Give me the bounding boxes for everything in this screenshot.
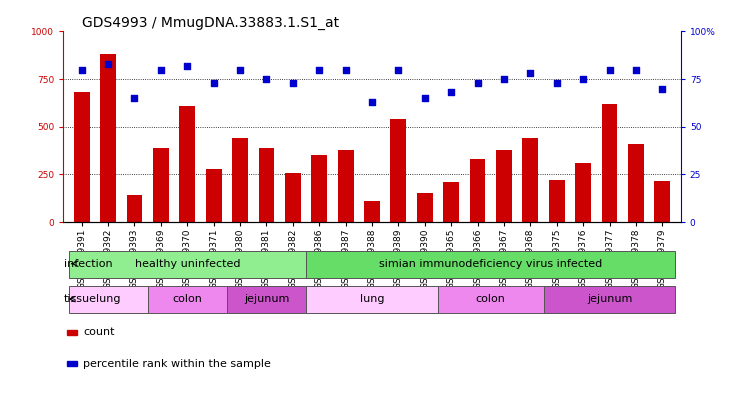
FancyBboxPatch shape: [306, 251, 676, 277]
Bar: [126, 195, 142, 222]
FancyBboxPatch shape: [306, 286, 438, 313]
Text: simian immunodeficiency virus infected: simian immunodeficiency virus infected: [379, 259, 603, 269]
Bar: [469, 159, 486, 222]
FancyBboxPatch shape: [68, 251, 306, 277]
Bar: [67, 329, 77, 335]
Text: infection: infection: [64, 259, 112, 269]
Text: GDS4993 / MmugDNA.33883.1.S1_at: GDS4993 / MmugDNA.33883.1.S1_at: [82, 17, 339, 30]
Bar: [575, 163, 591, 222]
Bar: [100, 54, 116, 222]
Point: [498, 76, 510, 82]
Bar: [628, 144, 644, 222]
FancyBboxPatch shape: [227, 286, 306, 313]
Point: [340, 66, 352, 73]
Bar: [311, 155, 327, 222]
Point: [366, 99, 378, 105]
Text: count: count: [83, 327, 115, 337]
FancyBboxPatch shape: [148, 286, 227, 313]
Text: healthy uninfected: healthy uninfected: [135, 259, 240, 269]
Point: [472, 80, 484, 86]
Point: [630, 66, 642, 73]
Point: [287, 80, 299, 86]
Point: [445, 89, 457, 95]
Bar: [364, 201, 380, 222]
Text: percentile rank within the sample: percentile rank within the sample: [83, 358, 272, 369]
Point: [603, 66, 615, 73]
Bar: [338, 150, 353, 222]
Point: [577, 76, 589, 82]
Bar: [232, 138, 248, 222]
Bar: [496, 150, 512, 222]
Point: [656, 85, 668, 92]
Point: [525, 70, 536, 77]
Point: [129, 95, 141, 101]
FancyBboxPatch shape: [438, 286, 544, 313]
Text: tissue: tissue: [64, 294, 97, 304]
Point: [76, 66, 88, 73]
Bar: [285, 173, 301, 222]
Bar: [549, 180, 565, 222]
Point: [155, 66, 167, 73]
Point: [392, 66, 404, 73]
Bar: [206, 169, 222, 222]
Text: jejunum: jejunum: [244, 294, 289, 304]
Point: [260, 76, 272, 82]
Bar: [602, 104, 618, 222]
Point: [182, 62, 193, 69]
Text: colon: colon: [476, 294, 506, 304]
Bar: [522, 138, 538, 222]
Bar: [391, 119, 406, 222]
Text: lung: lung: [96, 294, 121, 304]
Bar: [258, 148, 275, 222]
Bar: [655, 181, 670, 222]
Bar: [74, 92, 89, 222]
Bar: [443, 182, 459, 222]
Bar: [417, 193, 433, 222]
Point: [551, 80, 562, 86]
Point: [208, 80, 219, 86]
Text: colon: colon: [173, 294, 202, 304]
Point: [419, 95, 431, 101]
Text: jejunum: jejunum: [587, 294, 632, 304]
Bar: [67, 361, 77, 366]
Bar: [153, 148, 169, 222]
Text: lung: lung: [360, 294, 384, 304]
Bar: [179, 106, 195, 222]
Point: [313, 66, 325, 73]
FancyBboxPatch shape: [68, 286, 148, 313]
FancyBboxPatch shape: [544, 286, 676, 313]
Point: [102, 61, 114, 67]
Point: [234, 66, 246, 73]
